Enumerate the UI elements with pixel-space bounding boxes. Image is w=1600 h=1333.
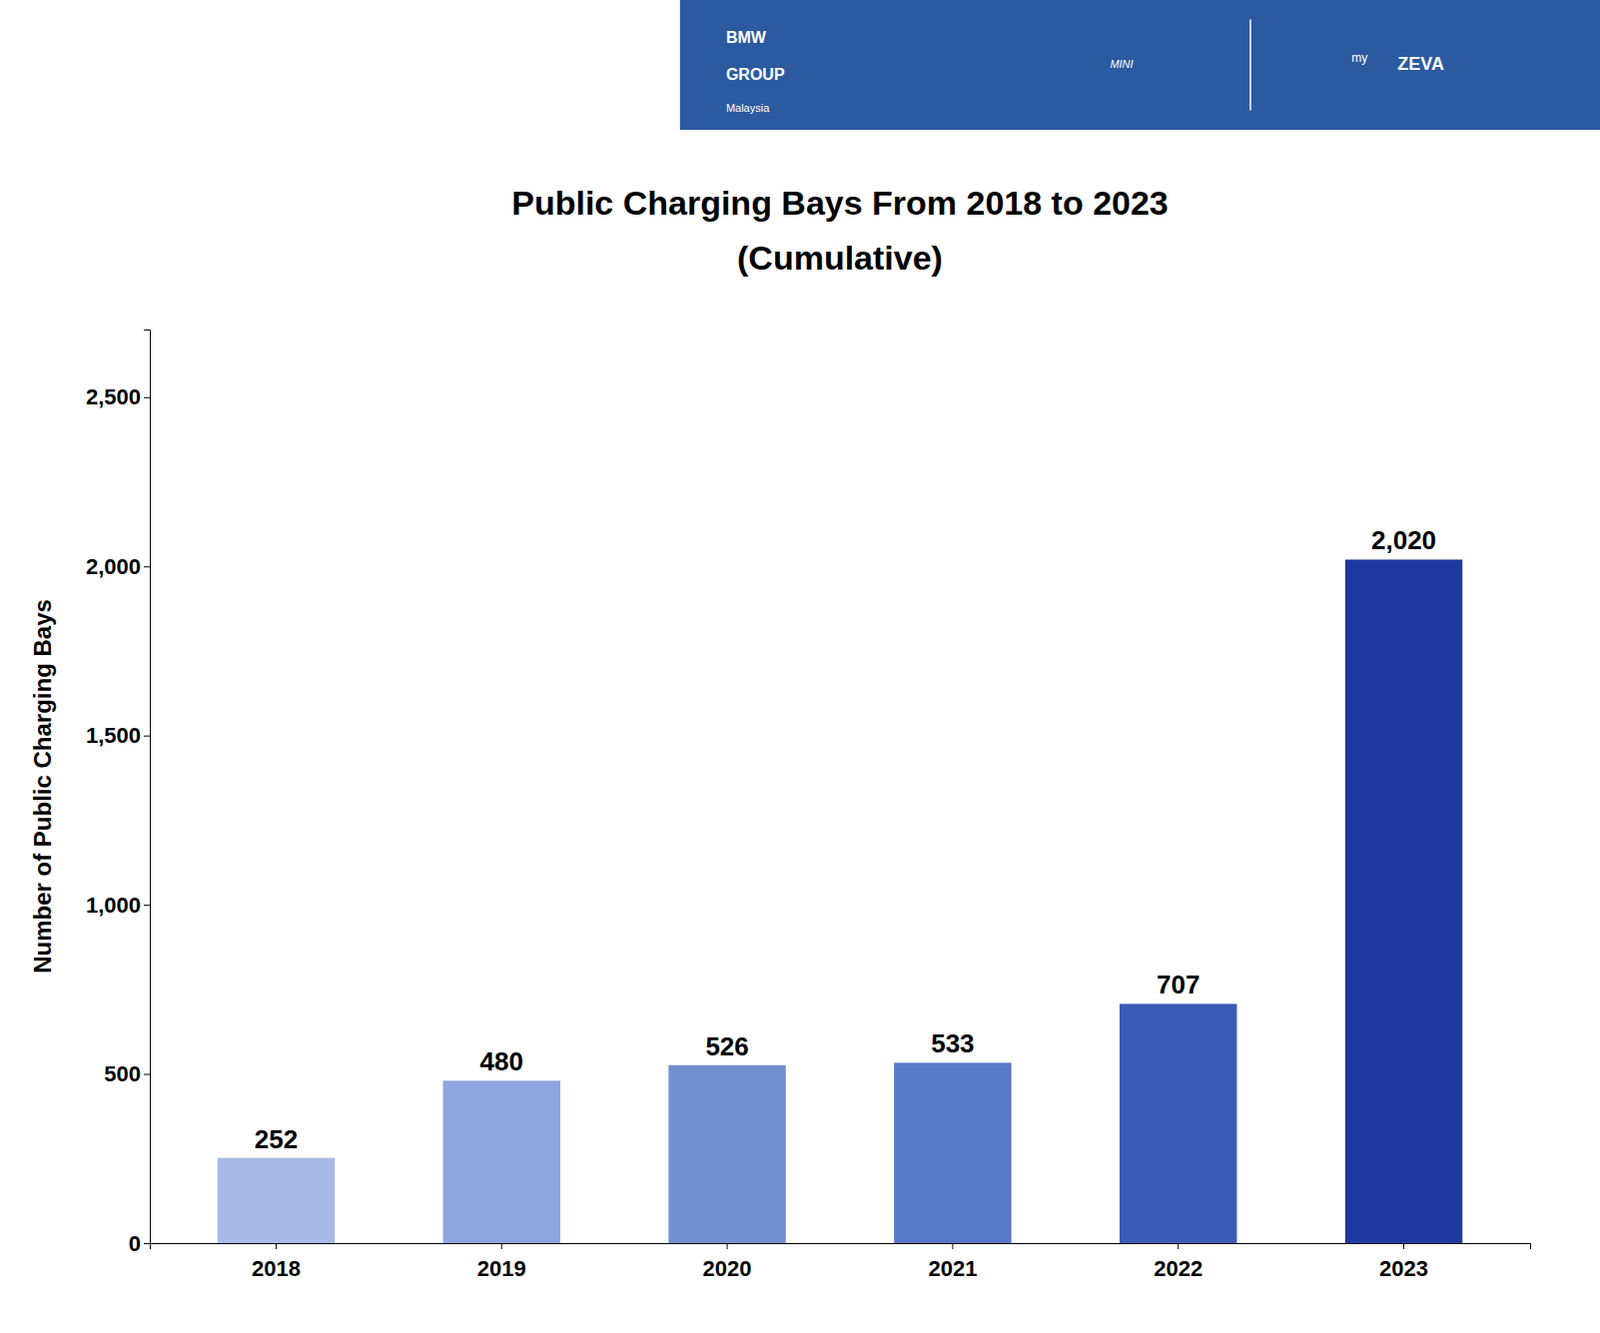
data-labels: 252 480 526 533 707 2,020 [254,525,1437,1154]
data-label: 533 [930,1028,974,1059]
x-tick-label: 2018 [251,1256,301,1282]
x-tick-label: 2023 [1379,1256,1429,1282]
y-tick-label: 1,000 [85,892,141,918]
bar [443,1080,561,1244]
data-label: 707 [1156,969,1200,1000]
y-tick-mark [143,397,150,399]
y-tick-label: 2,000 [85,554,141,580]
y-tick-mark [143,736,150,738]
bar [668,1065,786,1244]
y-tick-label: 1,500 [85,723,141,749]
x-tick-mark [275,1243,277,1250]
y-tick-mark [143,1243,150,1245]
y-tick: 1,500 [85,723,150,749]
annotation: Malaysia [726,101,771,114]
annotation: my [1351,50,1368,65]
y-tick-label: 2,500 [85,384,141,410]
y-tick-label: 500 [103,1061,141,1087]
bar [1345,559,1463,1244]
annotation: GROUP [726,65,786,83]
bar [217,1158,335,1244]
y-tick: 1,000 [85,892,150,918]
y-tick-mark [143,1074,150,1076]
data-label: 2,020 [1371,525,1437,556]
x-tick-mark [1177,1243,1179,1250]
data-label: 252 [254,1124,298,1155]
x-tick-mark [501,1243,503,1250]
y-tick-mark [143,904,150,906]
y-axis: 0 500 1,000 1,500 2,000 2,500 [85,330,151,1257]
x-tick-mark [951,1243,953,1250]
x-tick: 2021 [927,1243,977,1282]
annotation: MINI [1109,57,1133,70]
data-label: 480 [480,1046,524,1077]
x-tick: 2023 [1379,1243,1429,1282]
x-axis-line [150,1244,1532,1251]
bars [217,559,1464,1244]
y-tick: 2,000 [85,554,150,580]
bar [1119,1003,1237,1244]
x-tick-label: 2021 [927,1256,977,1282]
y-tick: 2,500 [85,384,150,410]
y-tick-mark [143,566,150,568]
y-axis-title: Number of Public Charging Bays [28,599,56,974]
x-axis: 2018 2019 2020 2021 2022 2023 [150,1243,1532,1282]
banner: BMW GROUP Malaysia MINI my ZEVA [680,0,1600,130]
x-tick-mark [727,1243,729,1250]
x-tick: 2019 [477,1243,527,1282]
x-tick-mark [1403,1243,1405,1250]
x-tick-label: 2022 [1153,1256,1203,1282]
plot: 0 500 1,000 1,500 2,000 2,500 2018 2019 2020 2021… [85,330,1532,1283]
x-tick-label: 2020 [703,1256,753,1282]
subtitle: (Cumulative) [737,238,943,277]
annotation: BMW [726,28,768,46]
x-tick: 2018 [251,1243,301,1282]
y-tick: 0 [128,1231,150,1257]
banner-divider [1249,19,1252,111]
y-tick: 500 [103,1061,150,1087]
annotation: ZEVA [1397,53,1445,74]
bar [893,1062,1011,1244]
y-tick-label: 0 [128,1231,141,1257]
x-tick: 2022 [1153,1243,1203,1282]
chart: BMW GROUP Malaysia MINI my ZEVA Public Chargin… [0,0,1600,1333]
banner-background [680,0,1600,130]
y-axis-line [143,330,151,1245]
data-label: 526 [705,1031,749,1062]
x-tick-label: 2019 [477,1256,527,1282]
x-tick: 2020 [703,1243,753,1282]
title: Public Charging Bays From 2018 to 2023 [511,183,1169,222]
